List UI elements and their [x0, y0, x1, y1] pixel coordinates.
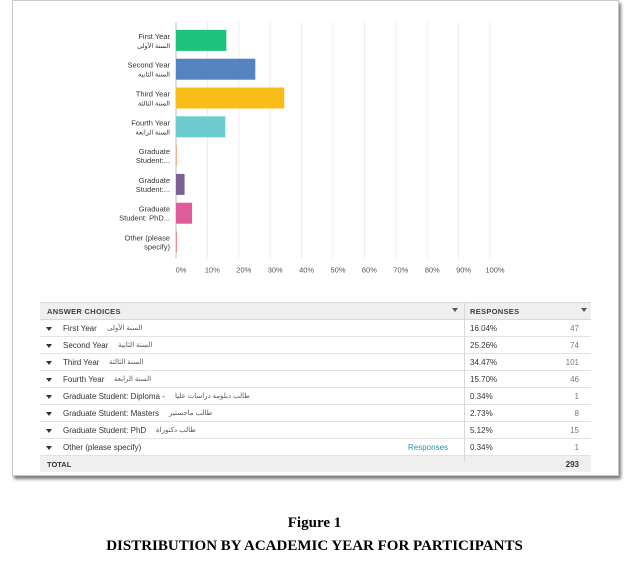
choice-label: First Year	[63, 324, 97, 333]
figure-number: Figure 1	[287, 515, 342, 531]
expand-row-icon[interactable]	[46, 327, 52, 331]
bar-chart: 0% 10% 20% 30% 40% 50% 60% 70% 80% 90% 100% First Y…	[119, 22, 505, 274]
responses-header[interactable]: RESPONSES	[470, 307, 520, 316]
bar	[176, 87, 285, 109]
category-label: Fourth Year	[131, 118, 170, 127]
response-count: 1	[574, 443, 579, 452]
x-tick-label: 40%	[299, 265, 314, 274]
x-tick-label: 70%	[393, 265, 408, 274]
answer-choices-header[interactable]: ANSWER CHOICES	[47, 307, 121, 316]
response-count: 101	[565, 358, 579, 367]
category-label: Student:...	[136, 185, 170, 194]
x-tick-label: 60%	[362, 265, 377, 274]
choice-arabic-label: السنة الأولى	[107, 325, 143, 332]
x-tick-label: 20%	[236, 265, 251, 274]
choice-label: Third Year	[63, 358, 100, 367]
choice-arabic-label: السنة الرابعة	[114, 376, 152, 383]
table-row: Fourth Year السنة الرابعة 15.70% 46	[40, 371, 591, 388]
response-count: 74	[570, 341, 579, 350]
responses-link[interactable]: Responses	[408, 443, 449, 452]
x-tick-label: 30%	[268, 265, 283, 274]
table-row: Graduate Student: Diploma - طالب دبلومة د…	[40, 388, 591, 405]
response-percent: 5.12%	[470, 426, 493, 435]
category-label: السنة الأولى	[137, 40, 170, 50]
choice-label: Second Year	[63, 341, 109, 350]
expand-row-icon[interactable]	[46, 429, 52, 433]
choice-arabic-label: السنة الثالثة	[109, 359, 144, 366]
choice-arabic-label: طالب دبلومة دراسات عليا	[175, 393, 250, 400]
expand-row-icon[interactable]	[46, 344, 52, 348]
bar	[176, 29, 227, 51]
choice-label: Other (please specify)	[63, 443, 142, 452]
total-label: TOTAL	[47, 460, 72, 469]
choice-label: Graduate Student: Diploma -	[63, 392, 165, 401]
sort-responses-icon[interactable]	[581, 308, 587, 312]
x-tick-label: 0%	[176, 265, 187, 274]
expand-row-icon[interactable]	[46, 395, 52, 399]
table-body: First Year السنة الأولى 16.04% 47 Second Yea…	[40, 320, 591, 456]
total-row: TOTAL 293	[40, 456, 591, 472]
x-tick-label: 90%	[456, 265, 471, 274]
category-label: Student: PhD...	[119, 214, 170, 223]
category-label: Graduate	[139, 205, 170, 214]
response-count: 47	[570, 324, 579, 333]
expand-row-icon[interactable]	[46, 446, 52, 450]
x-tick-label: 100%	[485, 265, 505, 274]
expand-row-icon[interactable]	[46, 378, 52, 382]
choice-arabic-label: طالب ماجستير	[169, 410, 213, 417]
category-label: Third Year	[136, 90, 171, 99]
table-row: Other (please specify) Responses 0.34% 1	[40, 439, 591, 456]
x-tick-label: 80%	[425, 265, 440, 274]
response-count: 1	[574, 392, 579, 401]
column-divider	[464, 302, 465, 462]
choice-label: Graduate Student: Masters	[63, 409, 160, 418]
bar	[176, 202, 193, 224]
table-row: First Year السنة الأولى 16.04% 47	[40, 320, 591, 337]
x-tick-label: 50%	[330, 265, 345, 274]
choice-label: Fourth Year	[63, 375, 105, 384]
bar	[176, 173, 185, 195]
category-label: Graduate	[139, 147, 170, 156]
choice-label: Graduate Student: PhD	[63, 426, 147, 435]
category-label: Other (please	[125, 234, 170, 243]
response-percent: 34.47%	[470, 358, 498, 367]
category-label: السنة الرابعة	[136, 128, 171, 136]
choice-arabic-label: طالب دكتوراة	[156, 427, 196, 434]
table-row: Third Year السنة الثالثة 34.47% 101	[40, 354, 591, 371]
category-label: specify)	[144, 243, 170, 252]
response-count: 8	[574, 409, 579, 418]
bar	[176, 116, 226, 138]
category-label: Student:...	[136, 156, 170, 165]
sort-choices-icon[interactable]	[452, 308, 458, 312]
category-label: First Year	[138, 32, 170, 41]
x-tick-label: 10%	[205, 265, 220, 274]
choice-arabic-label: السنة الثانية	[118, 342, 153, 349]
expand-row-icon[interactable]	[46, 412, 52, 416]
category-label: السنة الثانية	[138, 71, 170, 79]
results-table: ANSWER CHOICES RESPONSES First Year السنة…	[40, 302, 591, 472]
expand-row-icon[interactable]	[46, 361, 52, 365]
category-label: Graduate	[139, 176, 170, 185]
table-row: Second Year السنة الثانية 25.26% 74	[40, 337, 591, 354]
response-percent: 2.73%	[470, 409, 493, 418]
response-count: 46	[570, 375, 579, 384]
figure-title: DISTRIBUTION BY ACADEMIC YEAR FOR PARTIC…	[106, 538, 523, 554]
table-row: Graduate Student: Masters طالب ماجستير 2.7…	[40, 405, 591, 422]
category-label: Second Year	[127, 61, 170, 70]
response-percent: 25.26%	[470, 341, 498, 350]
bar	[176, 145, 178, 167]
bar	[176, 58, 256, 80]
response-count: 15	[570, 426, 579, 435]
response-percent: 0.34%	[470, 443, 493, 452]
table-header: ANSWER CHOICES RESPONSES	[40, 302, 591, 320]
total-count: 293	[565, 460, 579, 469]
category-label: السنة الثالثة	[138, 100, 170, 108]
bar	[176, 231, 178, 253]
response-percent: 0.34%	[470, 392, 493, 401]
table-row: Graduate Student: PhD طالب دكتوراة 5.12% 15	[40, 422, 591, 439]
survey-results-panel	[12, 0, 619, 476]
response-percent: 16.04%	[470, 324, 498, 333]
response-percent: 15.70%	[470, 375, 498, 384]
